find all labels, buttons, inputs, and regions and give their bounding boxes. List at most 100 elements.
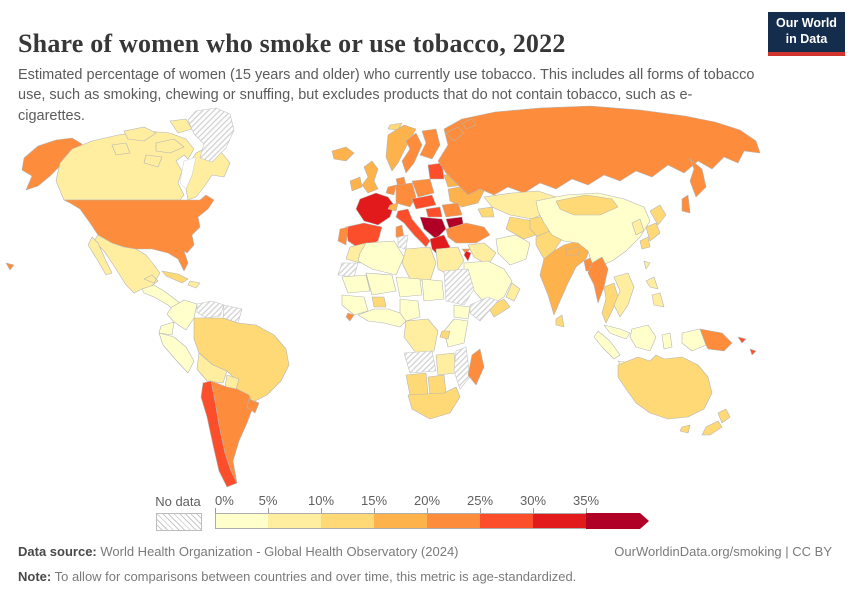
country-arctic-island[interactable] bbox=[111, 142, 131, 156]
country-france[interactable] bbox=[355, 192, 395, 226]
country-solomon-islands[interactable] bbox=[737, 336, 747, 344]
country-new-zealand[interactable] bbox=[717, 408, 731, 424]
country-india[interactable] bbox=[539, 240, 591, 316]
country-novaya-zemlya[interactable] bbox=[461, 118, 477, 130]
country-solomon-islands[interactable] bbox=[749, 348, 757, 356]
country-iran[interactable] bbox=[495, 234, 531, 266]
country-tunisia[interactable] bbox=[397, 234, 409, 250]
country-nigeria[interactable] bbox=[399, 298, 421, 322]
country-arctic-island[interactable] bbox=[123, 126, 157, 142]
country-peru[interactable] bbox=[158, 332, 195, 374]
country-united-kingdom[interactable] bbox=[361, 160, 379, 194]
country-japan[interactable] bbox=[639, 236, 651, 250]
country-congo-basin[interactable] bbox=[403, 318, 439, 354]
country-senegal[interactable] bbox=[341, 294, 369, 316]
country-tasmania[interactable] bbox=[679, 424, 691, 434]
country-caucasus[interactable] bbox=[477, 206, 495, 218]
country-papua-new-guinea[interactable] bbox=[699, 328, 733, 352]
country-hungary[interactable] bbox=[425, 206, 443, 218]
legend-segment-25-30%[interactable] bbox=[480, 513, 533, 529]
country-syria-iraq[interactable] bbox=[467, 242, 497, 266]
country-myanmar[interactable] bbox=[587, 256, 609, 304]
country-somalia[interactable] bbox=[469, 296, 499, 322]
country-sakhalin[interactable] bbox=[681, 194, 691, 214]
country-taiwan[interactable] bbox=[643, 260, 651, 270]
country-burkina-faso[interactable] bbox=[371, 296, 387, 308]
country-lebanon[interactable] bbox=[463, 250, 472, 262]
country-norway[interactable] bbox=[385, 124, 417, 172]
country-japan[interactable] bbox=[649, 204, 667, 226]
country-malaysia[interactable] bbox=[603, 324, 631, 340]
country-romania[interactable] bbox=[441, 202, 463, 218]
country-switzerland[interactable] bbox=[387, 202, 399, 212]
country-russia[interactable] bbox=[437, 105, 761, 196]
country-cuba[interactable] bbox=[161, 270, 189, 284]
country-botswana[interactable] bbox=[427, 374, 447, 396]
country-new-zealand[interactable] bbox=[701, 420, 723, 436]
country-usa[interactable] bbox=[63, 194, 215, 272]
legend-segment-5-10%[interactable] bbox=[268, 513, 321, 529]
country-mongolia[interactable] bbox=[555, 194, 619, 216]
country-oman[interactable] bbox=[505, 282, 521, 302]
country-sudan[interactable] bbox=[443, 268, 475, 306]
country-sweden[interactable] bbox=[401, 132, 423, 174]
country-ethiopia[interactable] bbox=[453, 304, 471, 320]
country-iceland[interactable] bbox=[331, 146, 355, 162]
country-thailand[interactable] bbox=[601, 282, 619, 324]
country-western-sahara[interactable] bbox=[337, 262, 359, 278]
footer-link[interactable]: OurWorldinData.org/smoking | CC BY bbox=[614, 544, 832, 559]
country-arctic-island[interactable] bbox=[155, 138, 185, 154]
country-sierra-leone[interactable] bbox=[345, 312, 355, 322]
country-bolivia[interactable] bbox=[196, 352, 228, 384]
country-colombia[interactable] bbox=[166, 299, 198, 331]
country-niger[interactable] bbox=[395, 276, 423, 298]
country-mauritania[interactable] bbox=[341, 274, 371, 294]
country-mali[interactable] bbox=[365, 272, 397, 296]
country-uganda[interactable] bbox=[439, 330, 451, 340]
country-finland[interactable] bbox=[419, 128, 441, 160]
country-sumatra[interactable] bbox=[593, 330, 621, 360]
country-balkans[interactable] bbox=[419, 216, 447, 240]
country-italy[interactable] bbox=[395, 208, 431, 248]
country-australia[interactable] bbox=[617, 354, 713, 420]
country-indochina[interactable] bbox=[613, 272, 635, 318]
country-mexico[interactable] bbox=[93, 234, 161, 294]
country-argentina[interactable] bbox=[210, 380, 254, 484]
country-ireland[interactable] bbox=[349, 176, 363, 192]
country-philippines[interactable] bbox=[651, 292, 665, 308]
country-libya[interactable] bbox=[401, 246, 437, 282]
country-austria-czechia[interactable] bbox=[411, 194, 437, 210]
country-west-papua[interactable] bbox=[681, 328, 707, 352]
country-uruguay[interactable] bbox=[246, 398, 260, 414]
country-baltics[interactable] bbox=[427, 162, 445, 180]
country-portugal[interactable] bbox=[337, 226, 349, 246]
country-angola[interactable] bbox=[403, 350, 437, 374]
country-sri-lanka[interactable] bbox=[555, 314, 565, 328]
legend-segment-35%+[interactable] bbox=[586, 513, 649, 529]
legend-no-data-swatch[interactable] bbox=[156, 513, 202, 531]
country-venezuela[interactable] bbox=[196, 300, 225, 319]
country-philippines[interactable] bbox=[645, 276, 659, 290]
country-poland[interactable] bbox=[411, 178, 435, 198]
legend-segment-0-5%[interactable] bbox=[215, 513, 268, 529]
country-arctic-island[interactable] bbox=[143, 154, 163, 168]
country-mozambique[interactable] bbox=[453, 346, 471, 390]
country-greenland[interactable] bbox=[187, 107, 235, 163]
country-nepal[interactable] bbox=[565, 246, 581, 256]
country-chad[interactable] bbox=[421, 278, 445, 302]
legend-segment-30-35%[interactable] bbox=[533, 513, 586, 529]
country-novaya-zemlya[interactable] bbox=[445, 126, 465, 142]
country-egypt[interactable] bbox=[435, 246, 465, 278]
country-ecuador[interactable] bbox=[158, 321, 175, 336]
country-baja-california[interactable] bbox=[87, 236, 113, 276]
country-madagascar[interactable] bbox=[467, 348, 485, 386]
country-kamchatka[interactable] bbox=[689, 158, 707, 198]
country-hawaii[interactable] bbox=[5, 262, 15, 271]
country-zambia-zimbabwe[interactable] bbox=[435, 352, 457, 376]
country-namibia[interactable] bbox=[405, 372, 429, 396]
owid-logo[interactable]: Our World in Data bbox=[768, 12, 845, 56]
country-south-africa[interactable] bbox=[407, 386, 461, 420]
country-south-korea[interactable] bbox=[631, 218, 645, 236]
country-algeria[interactable] bbox=[357, 240, 405, 276]
country-benelux[interactable] bbox=[385, 184, 397, 196]
